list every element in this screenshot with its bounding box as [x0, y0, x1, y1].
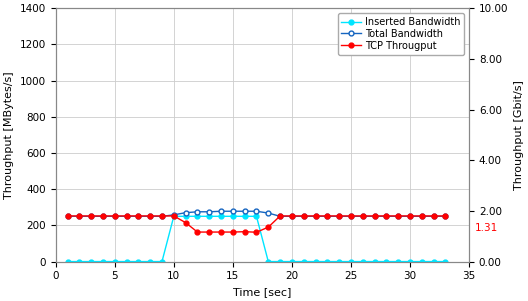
X-axis label: Time [sec]: Time [sec]	[233, 287, 291, 297]
Legend: Inserted Bandwidth, Total Bandwidth, TCP Througput: Inserted Bandwidth, Total Bandwidth, TCP…	[337, 13, 464, 55]
Y-axis label: Throughput [Gbit/s]: Throughput [Gbit/s]	[514, 80, 524, 190]
Y-axis label: Throughput [MBytes/s]: Throughput [MBytes/s]	[4, 71, 14, 199]
Text: 1.31: 1.31	[475, 223, 498, 233]
